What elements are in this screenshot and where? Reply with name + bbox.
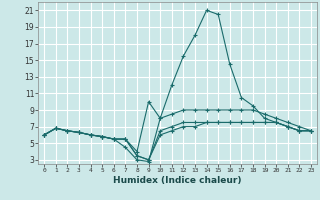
X-axis label: Humidex (Indice chaleur): Humidex (Indice chaleur) xyxy=(113,176,242,185)
